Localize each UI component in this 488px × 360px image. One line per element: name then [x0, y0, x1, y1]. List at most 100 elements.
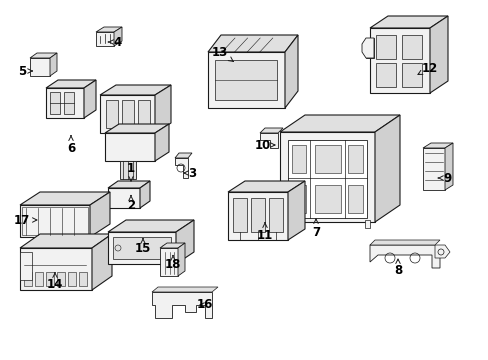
Polygon shape — [215, 60, 276, 100]
Text: 2: 2 — [127, 195, 135, 212]
Polygon shape — [260, 128, 283, 133]
Polygon shape — [108, 220, 194, 232]
Polygon shape — [227, 192, 287, 240]
Polygon shape — [314, 145, 340, 173]
Polygon shape — [50, 53, 57, 76]
Polygon shape — [100, 95, 155, 133]
Polygon shape — [434, 245, 449, 258]
Polygon shape — [227, 181, 305, 192]
Text: 12: 12 — [417, 62, 437, 75]
Polygon shape — [105, 133, 155, 161]
Polygon shape — [422, 148, 444, 190]
Polygon shape — [20, 234, 112, 248]
Text: 13: 13 — [211, 45, 233, 62]
Text: 5: 5 — [18, 64, 32, 77]
Polygon shape — [285, 35, 297, 108]
Polygon shape — [260, 133, 278, 148]
Polygon shape — [35, 272, 43, 286]
Polygon shape — [429, 16, 447, 93]
Polygon shape — [50, 92, 60, 114]
Polygon shape — [291, 185, 305, 213]
Polygon shape — [108, 232, 176, 264]
Text: 15: 15 — [135, 239, 151, 255]
Polygon shape — [138, 100, 150, 128]
Polygon shape — [422, 143, 452, 148]
Polygon shape — [250, 198, 264, 232]
Polygon shape — [155, 85, 171, 133]
Polygon shape — [20, 252, 32, 280]
Polygon shape — [79, 272, 87, 286]
Text: 7: 7 — [311, 219, 320, 239]
Polygon shape — [160, 248, 178, 276]
Polygon shape — [113, 237, 171, 259]
Polygon shape — [280, 115, 399, 132]
Polygon shape — [152, 292, 212, 318]
Polygon shape — [100, 85, 171, 95]
Polygon shape — [178, 243, 184, 276]
Polygon shape — [20, 192, 110, 205]
Polygon shape — [122, 100, 134, 128]
Text: 9: 9 — [437, 171, 451, 185]
Polygon shape — [96, 32, 114, 46]
Polygon shape — [347, 145, 362, 173]
Polygon shape — [68, 272, 76, 286]
Text: 17: 17 — [14, 213, 37, 226]
Polygon shape — [64, 92, 74, 114]
Polygon shape — [401, 63, 421, 87]
Polygon shape — [106, 100, 118, 128]
Polygon shape — [314, 185, 340, 213]
Polygon shape — [96, 27, 122, 32]
Polygon shape — [90, 192, 110, 237]
Polygon shape — [375, 35, 395, 59]
Polygon shape — [30, 58, 50, 76]
Text: 11: 11 — [256, 223, 273, 242]
Polygon shape — [46, 272, 54, 286]
Polygon shape — [364, 220, 369, 228]
Polygon shape — [444, 143, 452, 190]
Polygon shape — [207, 52, 285, 108]
Polygon shape — [375, 63, 395, 87]
Polygon shape — [291, 145, 305, 173]
Polygon shape — [20, 205, 90, 237]
Polygon shape — [280, 132, 374, 222]
Text: 6: 6 — [67, 136, 75, 154]
Text: 18: 18 — [164, 256, 181, 271]
Text: 4: 4 — [108, 36, 122, 49]
Polygon shape — [232, 198, 246, 232]
Polygon shape — [155, 124, 169, 161]
Text: 3: 3 — [183, 166, 196, 180]
Polygon shape — [30, 53, 57, 58]
Polygon shape — [374, 115, 399, 222]
Polygon shape — [365, 38, 373, 58]
Polygon shape — [92, 234, 112, 290]
Polygon shape — [369, 245, 439, 268]
Polygon shape — [46, 80, 96, 88]
Text: 10: 10 — [254, 139, 274, 152]
Polygon shape — [175, 153, 192, 158]
Polygon shape — [140, 181, 150, 208]
Polygon shape — [152, 287, 218, 292]
Polygon shape — [347, 185, 362, 213]
Polygon shape — [369, 28, 429, 93]
Polygon shape — [268, 198, 283, 232]
Polygon shape — [114, 27, 122, 46]
Polygon shape — [108, 188, 140, 208]
Text: 1: 1 — [127, 162, 135, 181]
Text: 16: 16 — [196, 298, 213, 311]
Polygon shape — [108, 181, 150, 188]
Polygon shape — [57, 272, 65, 286]
Polygon shape — [361, 38, 373, 58]
Polygon shape — [20, 248, 92, 290]
Polygon shape — [287, 140, 366, 218]
Text: 8: 8 — [393, 259, 401, 276]
Polygon shape — [46, 88, 84, 118]
Polygon shape — [120, 161, 136, 179]
Polygon shape — [84, 80, 96, 118]
Polygon shape — [207, 35, 297, 52]
Polygon shape — [160, 243, 184, 248]
Polygon shape — [24, 272, 32, 286]
Polygon shape — [401, 35, 421, 59]
Polygon shape — [287, 181, 305, 240]
Polygon shape — [105, 124, 169, 133]
Polygon shape — [369, 240, 439, 245]
